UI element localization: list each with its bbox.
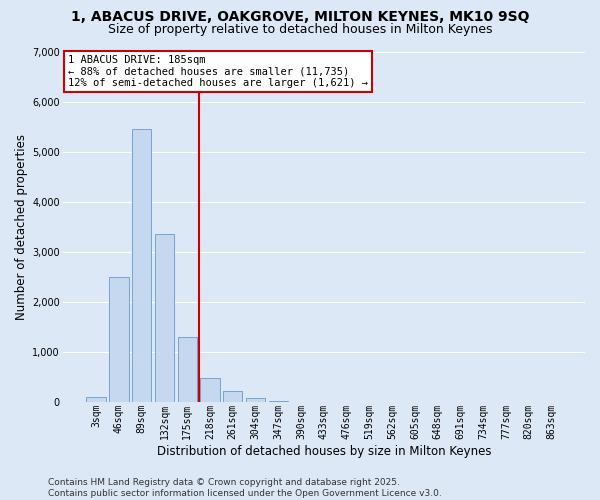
Text: Size of property relative to detached houses in Milton Keynes: Size of property relative to detached ho… [108, 22, 492, 36]
Text: 1 ABACUS DRIVE: 185sqm
← 88% of detached houses are smaller (11,735)
12% of semi: 1 ABACUS DRIVE: 185sqm ← 88% of detached… [68, 55, 368, 88]
Bar [155, 234, 174, 402]
Bar [109, 277, 128, 402]
Bar [200, 378, 220, 402]
Bar [223, 392, 242, 402]
Bar [178, 337, 197, 402]
Bar [86, 398, 106, 402]
Text: Contains HM Land Registry data © Crown copyright and database right 2025.
Contai: Contains HM Land Registry data © Crown c… [48, 478, 442, 498]
Bar [132, 129, 151, 402]
X-axis label: Distribution of detached houses by size in Milton Keynes: Distribution of detached houses by size … [157, 444, 491, 458]
Bar [246, 398, 265, 402]
Y-axis label: Number of detached properties: Number of detached properties [15, 134, 28, 320]
Text: 1, ABACUS DRIVE, OAKGROVE, MILTON KEYNES, MK10 9SQ: 1, ABACUS DRIVE, OAKGROVE, MILTON KEYNES… [71, 10, 529, 24]
Bar [269, 401, 288, 402]
